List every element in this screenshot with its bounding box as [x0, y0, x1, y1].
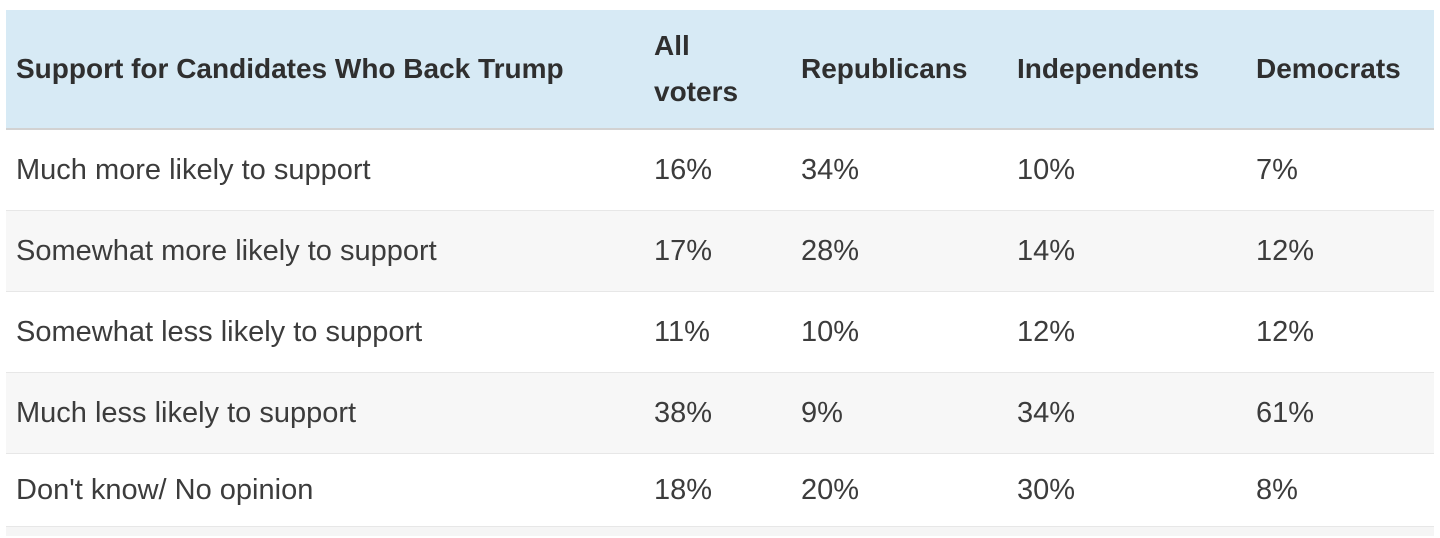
- cell-republicans: 9%: [801, 396, 843, 429]
- cell-all-voters: 17%: [654, 234, 713, 267]
- cell-all-voters: 11%: [654, 315, 710, 348]
- row-label: Somewhat less likely to support: [16, 315, 423, 348]
- cell-independents: 34%: [1017, 396, 1076, 429]
- cell-all-voters: 18%: [654, 473, 713, 506]
- truncated-next-row: [6, 527, 1434, 536]
- column-header-democrats: Democrats: [1256, 53, 1401, 84]
- column-header-all-voters-label: All voters: [654, 30, 739, 107]
- column-header-independents: Independents: [1017, 53, 1200, 84]
- table-row-dont-know: Don't know/ No opinion 18% 20% 30% 8%: [6, 454, 1434, 527]
- cell-democrats: 12%: [1256, 234, 1315, 267]
- cell-democrats: 7%: [1256, 153, 1298, 186]
- cell-independents: 30%: [1017, 473, 1076, 506]
- cell-republicans: 28%: [801, 234, 860, 267]
- table-header-row: Support for Candidates Who Back Trump Al…: [6, 10, 1434, 130]
- row-label: Somewhat more likely to support: [16, 234, 437, 267]
- column-header-republicans: Republicans: [801, 53, 968, 84]
- cell-democrats: 8%: [1256, 473, 1298, 506]
- row-label: Don't know/ No opinion: [16, 473, 314, 506]
- table-row-somewhat-less-likely: Somewhat less likely to support 11% 10% …: [6, 292, 1434, 373]
- cell-republicans: 34%: [801, 153, 860, 186]
- cell-independents: 12%: [1017, 315, 1076, 348]
- cell-republicans: 20%: [801, 473, 860, 506]
- cell-independents: 14%: [1017, 234, 1076, 267]
- cell-all-voters: 38%: [654, 396, 713, 429]
- table-row-much-less-likely: Much less likely to support 38% 9% 34% 6…: [6, 373, 1434, 454]
- table-title: Support for Candidates Who Back Trump: [16, 53, 564, 84]
- cell-independents: 10%: [1017, 153, 1076, 186]
- cell-republicans: 10%: [801, 315, 860, 348]
- cell-all-voters: 16%: [654, 153, 713, 186]
- row-label: Much less likely to support: [16, 396, 357, 429]
- row-label: Much more likely to support: [16, 153, 371, 186]
- column-header-all-voters: All voters: [654, 23, 801, 115]
- table-row-somewhat-more-likely: Somewhat more likely to support 17% 28% …: [6, 211, 1434, 292]
- cell-democrats: 12%: [1256, 315, 1315, 348]
- cell-democrats: 61%: [1256, 396, 1315, 429]
- table-row-much-more-likely: Much more likely to support 16% 34% 10% …: [6, 130, 1434, 211]
- poll-results-table: Support for Candidates Who Back Trump Al…: [6, 10, 1434, 536]
